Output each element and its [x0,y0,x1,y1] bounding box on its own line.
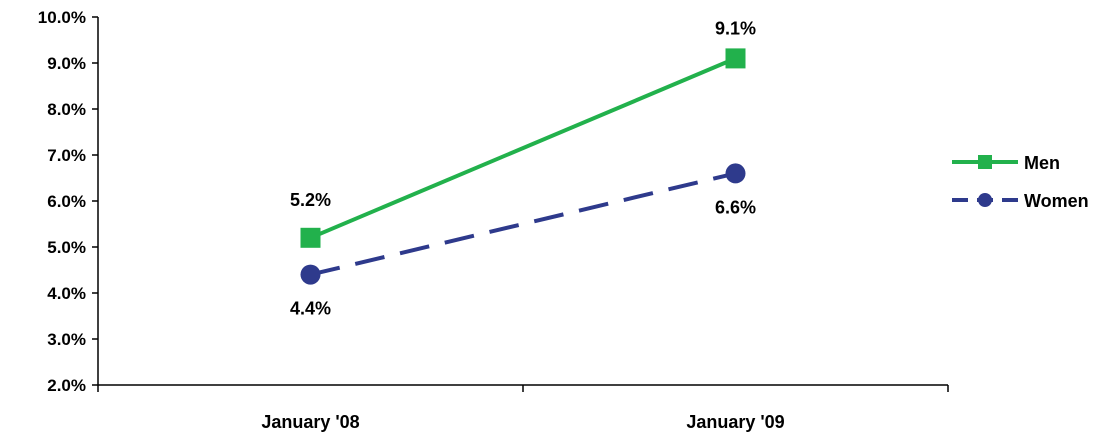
y-tick-label: 2.0% [47,376,86,395]
y-tick-label: 5.0% [47,238,86,257]
y-tick-label: 6.0% [47,192,86,211]
x-category-label: January '09 [686,412,784,432]
x-axis-ticks: January '08 January '09 [97,385,949,432]
legend-item-women: Women [952,191,1089,211]
data-label-men: 5.2% [290,190,331,210]
x-category-label: January '08 [261,412,359,432]
data-label-men: 9.1% [715,18,756,38]
legend-item-men: Men [952,153,1060,173]
y-tick-label: 7.0% [47,146,86,165]
y-tick-label: 10.0% [38,8,86,27]
data-label-women: 6.6% [715,197,756,217]
series-women [300,163,746,285]
data-point-women [725,163,746,184]
legend-label-men: Men [1024,153,1060,173]
series-layer [300,48,746,285]
data-point-women [300,264,321,285]
series-men [300,48,746,248]
legend-marker-square-icon [978,155,992,169]
y-tick-label: 3.0% [47,330,86,349]
data-labels: 5.2% 9.1% 4.4% 6.6% [290,18,756,318]
y-tick-label: 9.0% [47,54,86,73]
series-line-men [309,56,737,240]
y-tick-label: 8.0% [47,100,86,119]
chart-axes [97,17,948,386]
data-label-women: 4.4% [290,299,331,319]
legend-label-women: Women [1024,191,1089,211]
data-point-men [300,227,321,248]
y-tick-label: 4.0% [47,284,86,303]
legend-marker-circle-icon [978,193,992,207]
y-axis-ticks: 2.0% 3.0% 4.0% 5.0% 6.0% 7.0% 8.0% 9.0% 10.0% [38,8,98,395]
legend: Men Women [952,153,1089,211]
data-point-men [725,48,746,69]
series-line-women [310,171,736,277]
